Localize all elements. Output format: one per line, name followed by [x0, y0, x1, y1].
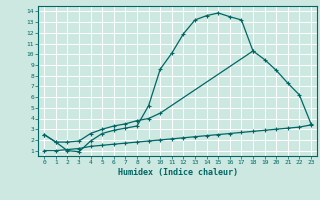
X-axis label: Humidex (Indice chaleur): Humidex (Indice chaleur)	[118, 168, 238, 177]
